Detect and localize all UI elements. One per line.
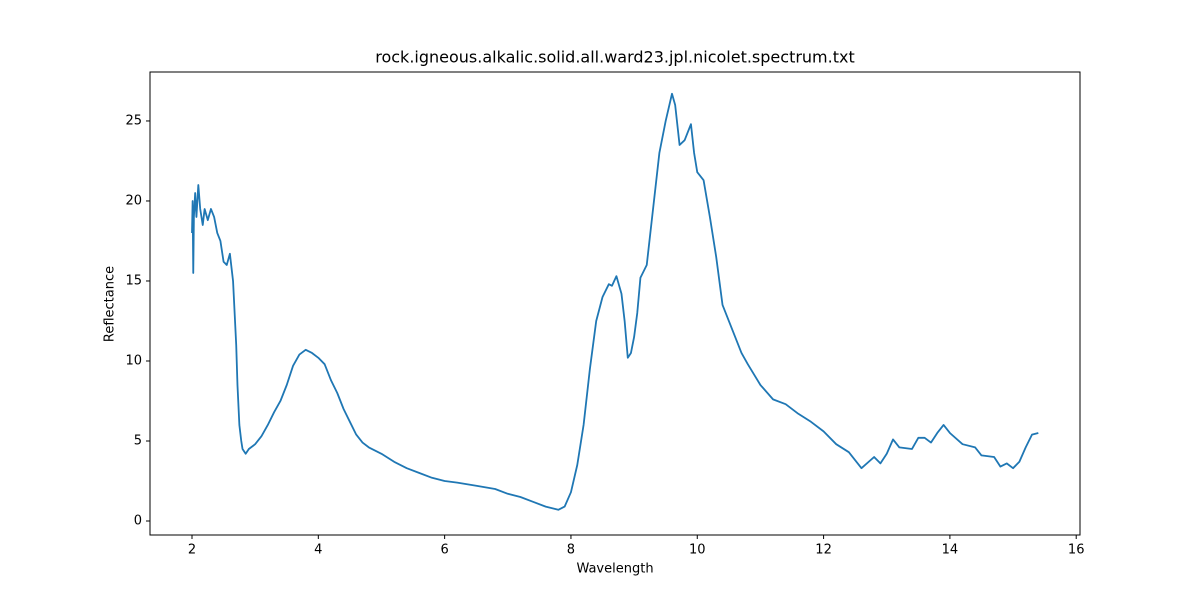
x-tick-label: 4	[314, 543, 322, 558]
data-line	[191, 92, 1039, 511]
x-tick-label: 10	[689, 543, 706, 558]
y-tick-label: 25	[125, 113, 142, 128]
x-tick-label: 12	[815, 543, 832, 558]
x-tick-label: 16	[1068, 543, 1085, 558]
x-tick-label: 6	[440, 543, 448, 558]
y-tick-label: 15	[125, 273, 142, 288]
y-tick-label: 0	[134, 513, 142, 528]
chart-title: rock.igneous.alkalic.solid.all.ward23.jp…	[375, 48, 855, 67]
x-tick-label: 2	[188, 543, 196, 558]
x-tick-label: 14	[942, 543, 959, 558]
plot-frame	[149, 71, 1081, 536]
y-tick-label: 5	[134, 433, 142, 448]
x-tick-label: 8	[567, 543, 575, 558]
y-tick-label: 10	[125, 353, 142, 368]
y-axis-label: Reflectance	[103, 266, 118, 342]
y-tick-label: 20	[125, 193, 142, 208]
x-axis-label: Wavelength	[576, 562, 653, 577]
